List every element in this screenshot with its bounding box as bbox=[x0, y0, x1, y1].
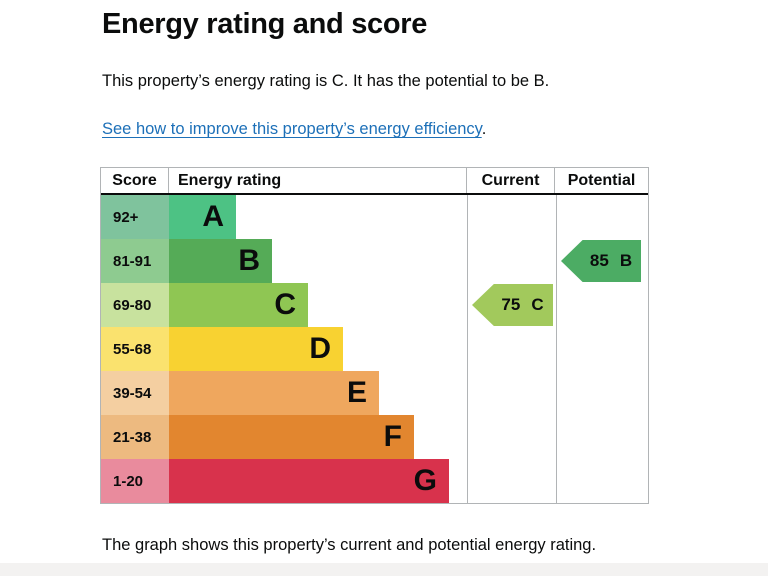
band-letter-g: G bbox=[413, 464, 437, 497]
band-row-d: 55-68 D bbox=[101, 327, 648, 371]
band-letter-c: C bbox=[274, 288, 296, 321]
chart-body: 92+ A 81-91 B 69-80 C 55-68 D 39-54 E 21-38 F 1-20 G 7… bbox=[101, 195, 648, 503]
score-range-b: 81-91 bbox=[101, 239, 169, 283]
score-range-f: 21-38 bbox=[101, 415, 169, 459]
column-header-potential: Potential bbox=[554, 168, 648, 193]
band-row-c: 69-80 C bbox=[101, 283, 648, 327]
band-row-f: 21-38 F bbox=[101, 415, 648, 459]
column-header-energy-rating: Energy rating bbox=[178, 171, 282, 189]
page-title: Energy rating and score bbox=[102, 8, 428, 40]
rating-bar-f: F bbox=[169, 415, 414, 459]
score-range-c: 69-80 bbox=[101, 283, 169, 327]
column-header-current: Current bbox=[466, 168, 554, 193]
improve-link-line: See how to improve this property’s energ… bbox=[102, 120, 486, 139]
rating-bar-d: D bbox=[169, 327, 343, 371]
current-rating-arrow-score: 75 bbox=[501, 295, 521, 314]
score-range-a: 92+ bbox=[101, 195, 169, 239]
current-rating-arrow-band: C bbox=[531, 295, 544, 314]
graph-caption: The graph shows this property’s current … bbox=[102, 536, 597, 554]
band-letter-f: F bbox=[383, 420, 402, 453]
rating-bar-a: A bbox=[169, 195, 236, 239]
score-range-e: 39-54 bbox=[101, 371, 169, 415]
potential-rating-arrow-band: B bbox=[619, 251, 633, 270]
band-row-e: 39-54 E bbox=[101, 371, 648, 415]
band-row-g: 1-20 G bbox=[101, 459, 648, 503]
rating-bar-g: G bbox=[169, 459, 449, 503]
chart-header-row: Score Energy rating Current Potential bbox=[101, 168, 648, 195]
improve-link-suffix: . bbox=[481, 120, 487, 138]
score-range-d: 55-68 bbox=[101, 327, 169, 371]
score-range-g: 1-20 bbox=[101, 459, 169, 503]
band-letter-d: D bbox=[309, 332, 331, 365]
rating-bar-b: B bbox=[169, 239, 272, 283]
column-header-score: Score bbox=[101, 168, 169, 193]
column-divider-current bbox=[467, 195, 468, 503]
band-letter-e: E bbox=[346, 376, 367, 409]
column-divider-potential bbox=[556, 195, 557, 503]
band-letter-b: B bbox=[238, 244, 260, 277]
band-row-a: 92+ A bbox=[101, 195, 648, 239]
rating-bar-c: C bbox=[169, 283, 308, 327]
page-bottom-strip bbox=[0, 563, 768, 576]
potential-rating-arrow-score: 85 bbox=[589, 251, 609, 270]
rating-bar-e: E bbox=[169, 371, 379, 415]
improve-link[interactable]: See how to improve this property’s energ… bbox=[102, 120, 482, 138]
band-letter-a: A bbox=[202, 200, 224, 233]
summary-text: This property’s energy rating is C. It h… bbox=[102, 72, 550, 90]
energy-rating-chart: Score Energy rating Current Potential 92… bbox=[100, 167, 649, 504]
band-row-b: 81-91 B bbox=[101, 239, 648, 283]
